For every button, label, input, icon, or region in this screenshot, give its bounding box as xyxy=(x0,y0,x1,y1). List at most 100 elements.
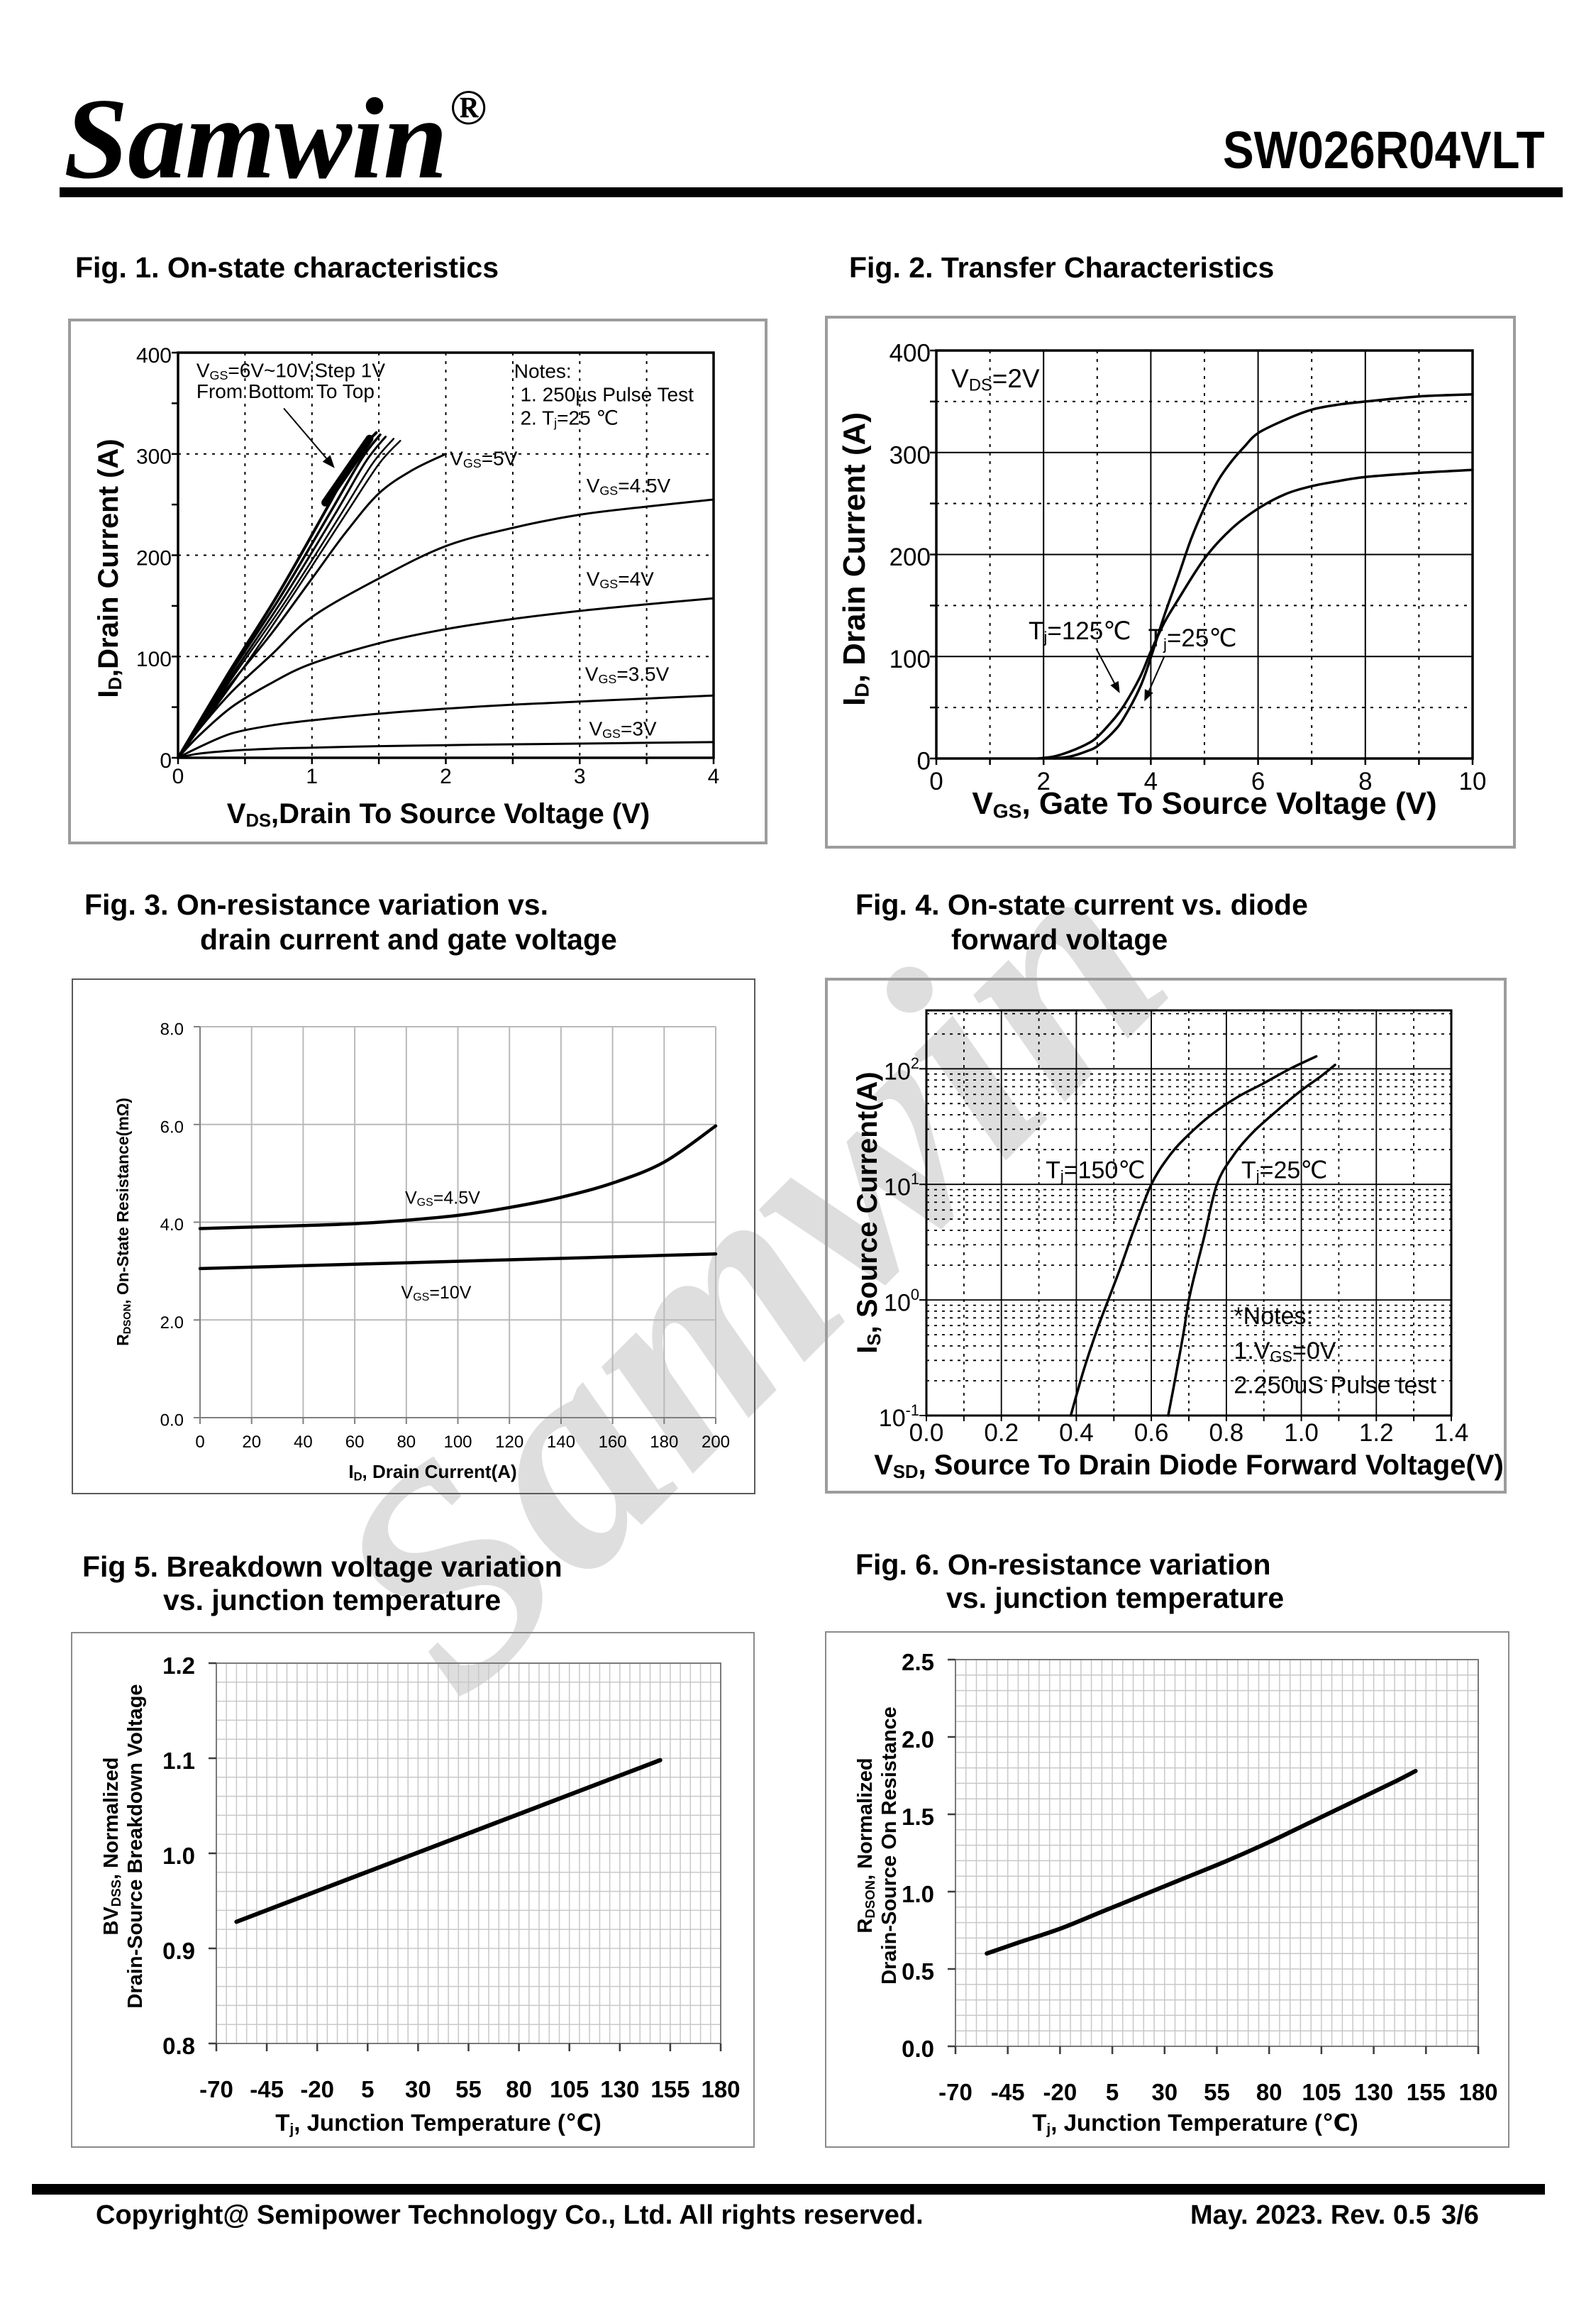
annotation-arrow-line xyxy=(283,407,327,459)
series-vgs-4-5v xyxy=(198,1124,718,1230)
plot-label-tj-25: Tj=25℃ xyxy=(1148,624,1237,653)
y-tick-label-8: 8.0 xyxy=(160,1020,184,1039)
x-tick-label-5: 5 xyxy=(1106,2079,1119,2105)
series-tj-125c xyxy=(1036,468,1474,760)
plot-label-vgs-3-5v: VGS=3.5V xyxy=(585,663,670,687)
series-vgs-10v xyxy=(198,1252,718,1271)
x-tick-label-0-8: 0.8 xyxy=(1209,1419,1244,1447)
figure-caption-fig6-line1: Fig. 6. On-resistance variation xyxy=(855,1548,1271,1581)
y-tick-label-0: 0.0 xyxy=(160,1411,184,1430)
y-tick-label-1-1: 1.1 xyxy=(162,1748,195,1774)
x-tick-label-6: 6 xyxy=(1251,768,1265,795)
y-tick-label-200: 200 xyxy=(890,544,931,571)
x-tick-label-100: 100 xyxy=(443,1433,472,1452)
series-vgs-7v xyxy=(177,438,395,759)
x-tick-label-0: 0.0 xyxy=(909,1419,944,1447)
x-axis-title: VGS, Gate To Source Voltage (V) xyxy=(972,786,1436,822)
figure-caption-fig5-line1: Fig 5. Breakdown voltage variation xyxy=(82,1550,563,1583)
x-tick-label-45: -45 xyxy=(991,2079,1025,2105)
x-tick-label-0-6: 0.6 xyxy=(1134,1419,1169,1447)
x-tick-label-105: 105 xyxy=(550,2076,589,2102)
x-tick-label-130: 130 xyxy=(1354,2079,1393,2105)
plot-label-tj-150: Tj=150℃ xyxy=(1046,1157,1145,1185)
x-tick-label-80: 80 xyxy=(506,2076,532,2102)
y-tick-label-100: 100 xyxy=(890,646,931,673)
figure-caption-fig3-line1: Fig. 3. On-resistance variation vs. xyxy=(84,888,548,921)
y-axis-title: ID, Drain Current (A) xyxy=(837,412,873,706)
x-tick-label-120: 120 xyxy=(495,1433,523,1452)
series-rdson-normalized xyxy=(985,1769,1418,1956)
figure-caption-fig6-line2: vs. junction temperature xyxy=(946,1582,1285,1614)
plot-label-vgs-4-5v: VGS=4.5V xyxy=(587,475,671,498)
series-vgs-8v xyxy=(177,436,387,759)
x-tick-label-140: 140 xyxy=(547,1433,575,1452)
y-axis-title: ID,Drain Current (A) xyxy=(93,438,126,697)
x-axis-title: VSD, Source To Drain Diode Forward Volta… xyxy=(874,1450,1504,1482)
y-tick-label-0-1: 10-1 xyxy=(879,1401,919,1432)
figure-box-fig2: 0 2 4 6 8 10 0 100 200 300 400 VDS=2V Tj=125℃ Tj=25℃ V… xyxy=(825,316,1516,849)
x-tick-label-2: 2 xyxy=(440,765,452,788)
footer-revision: May. 2023. Rev. 0.5 xyxy=(1190,2200,1431,2230)
x-tick-label-8: 8 xyxy=(1358,768,1372,795)
plot-label-from-bottom-to-top: From Bottom To Top xyxy=(196,380,375,402)
brand-logo: Samwin xyxy=(64,82,448,197)
annotation-arrow-line xyxy=(1095,648,1115,684)
plot-label-1-250-s-pulse-test: 1. 250µs Pulse Test xyxy=(520,384,694,406)
y-tick-label-1: 1.0 xyxy=(162,1843,195,1869)
y-axis-title: IS, Source Current(A) xyxy=(852,1071,885,1353)
y-tick-label-0-5: 0.5 xyxy=(902,1958,934,1985)
x-tick-label-70: -70 xyxy=(199,2076,233,2102)
figure-box-fig6: -70 -45 -20 5 30 55 80 105 130 155 180 0.0 0.5 1.0 1.5… xyxy=(825,1631,1509,2148)
x-tick-label-155: 155 xyxy=(650,2076,689,2102)
figure-caption-fig3-line2: drain current and gate voltage xyxy=(200,923,617,956)
plot-label-vgs-4v: VGS=4V xyxy=(587,568,654,591)
y-axis-title: RDSON, Normalized xyxy=(854,1758,877,1933)
series-vgs-6v xyxy=(177,439,401,759)
y-tick-label-6: 6.0 xyxy=(160,1118,184,1137)
y-tick-label-1: 100 xyxy=(884,1286,919,1316)
plot-label-notes: Notes: xyxy=(514,360,572,382)
y-tick-label-100: 102 xyxy=(884,1054,919,1085)
y-tick-label-0: 0.0 xyxy=(902,2036,934,2062)
x-tick-label-0: 0 xyxy=(929,768,943,795)
x-tick-label-80: 80 xyxy=(397,1433,416,1452)
series-vgs-3v xyxy=(177,741,715,759)
series-tj-25c xyxy=(1053,393,1474,760)
plot-label-vgs-6v-10v-step-1v: VGS=6V~10V,Step 1V xyxy=(196,359,385,382)
y-tick-label-0-9: 0.9 xyxy=(162,1938,195,1964)
x-tick-label-55: 55 xyxy=(455,2076,482,2102)
x-tick-label-10: 10 xyxy=(1459,768,1487,795)
series-bvdss-normalized xyxy=(234,1758,663,1924)
x-tick-label-1-4: 1.4 xyxy=(1434,1419,1469,1447)
y-tick-label-4: 4.0 xyxy=(160,1215,184,1235)
y-tick-label-2-5: 2.5 xyxy=(902,1649,934,1675)
chart-fig1: 0 1 2 3 4 0 100 200 300 400 VGS=6V~10V,Step 1VFrom… xyxy=(93,344,720,831)
plot-label-2-tj-25: 2. Tj=25 ℃ xyxy=(520,407,618,430)
x-tick-label-30: 30 xyxy=(405,2076,431,2102)
plot-label-vgs-3v: VGS=3V xyxy=(589,718,656,741)
y-tick-label-300: 300 xyxy=(136,446,172,469)
figure-caption-fig1: Fig. 1. On-state characteristics xyxy=(75,251,499,284)
figure-caption-fig4-line1: Fig. 4. On-state current vs. diode xyxy=(855,888,1308,921)
x-tick-label-0-2: 0.2 xyxy=(984,1419,1019,1447)
x-tick-label-180: 180 xyxy=(1458,2079,1497,2105)
figure-box-fig3: 0 20 40 60 80 100 120 140 160 180 200 0.0 2.0 4.0 6.0 8… xyxy=(72,978,755,1494)
x-tick-label-155: 155 xyxy=(1407,2079,1446,2105)
series-tj-150c xyxy=(1069,1055,1318,1417)
plot-label-vgs-4-5v: VGS=4.5V xyxy=(405,1188,480,1208)
brand-logo-text: Samwin xyxy=(64,75,448,203)
x-tick-label-80: 80 xyxy=(1256,2079,1282,2105)
x-axis-title: ID, Drain Current(A) xyxy=(348,1461,516,1483)
x-axis-title: Tj, Junction Temperature (℃) xyxy=(275,2109,602,2137)
y-axis-title: RDSON, On-State Resistance(mΩ) xyxy=(113,1098,133,1346)
x-tick-label-60: 60 xyxy=(345,1433,365,1452)
y-tick-label-300: 300 xyxy=(890,441,931,469)
plot-label-notes: *Notes: xyxy=(1234,1303,1313,1330)
y-tick-label-2: 2.0 xyxy=(160,1313,184,1333)
chart-fig4: 0.0 0.2 0.4 0.6 0.8 1.0 1.2 1.4 10-1 100 101 102 Tj=… xyxy=(852,1009,1504,1482)
x-tick-label-4: 4 xyxy=(708,765,720,788)
x-tick-label-20: -20 xyxy=(300,2076,334,2102)
y-tick-label-2: 2.0 xyxy=(902,1726,934,1753)
